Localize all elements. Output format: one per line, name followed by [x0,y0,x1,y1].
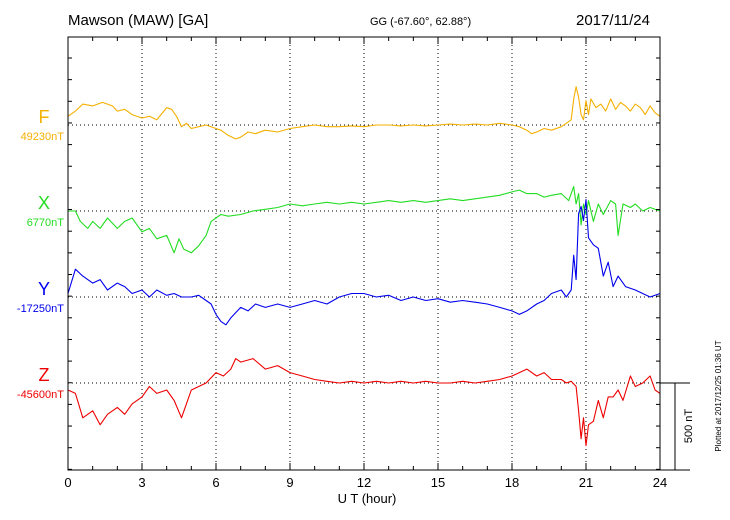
trace-f [67,86,661,140]
axis-ticks [67,37,661,470]
trace-x [68,186,661,254]
x-axis-label: U T (hour) [338,491,397,506]
trace-y [67,199,661,326]
component-label-x: X [38,193,50,213]
geographic-coordinates: GG (-67.60°, 62.88°) [370,16,472,28]
grid-lines [141,37,587,470]
scale-bar: 500 nT [660,382,695,471]
x-tick-label: 18 [505,475,519,490]
plot-date: 2017/11/24 [576,12,650,29]
x-tick-label: 24 [653,475,667,490]
trace-z [67,358,661,447]
x-tick-label: 9 [286,475,293,490]
scale-bar-label: 500 nT [683,409,695,444]
trace-group [67,86,661,447]
baseline-value-x: 6770nT [27,217,65,229]
baseline-value-y: -17250nT [17,303,64,315]
x-tick-label: 15 [431,475,445,490]
component-label-z: Z [39,365,50,385]
x-tick-labels: 0 3 6 9 12 15 18 21 24 [64,475,667,490]
x-tick-label: 6 [212,475,219,490]
x-tick-label: 3 [138,475,145,490]
baseline-value-f: 49230nT [21,131,65,143]
baseline-value-z: -45600nT [17,389,64,401]
station-title: Mawson (MAW) [GA] [68,12,209,29]
x-tick-label: 21 [579,475,593,490]
x-tick-label: 0 [64,475,71,490]
component-labels: F 49230nT X 6770nT Y -17250nT Z -45600nT [17,107,64,401]
x-tick-label: 12 [357,475,371,490]
plotted-timestamp: Plotted at 2017/12/25 01:36 UT [714,340,723,451]
component-label-y: Y [38,279,50,299]
component-label-f: F [39,107,50,127]
